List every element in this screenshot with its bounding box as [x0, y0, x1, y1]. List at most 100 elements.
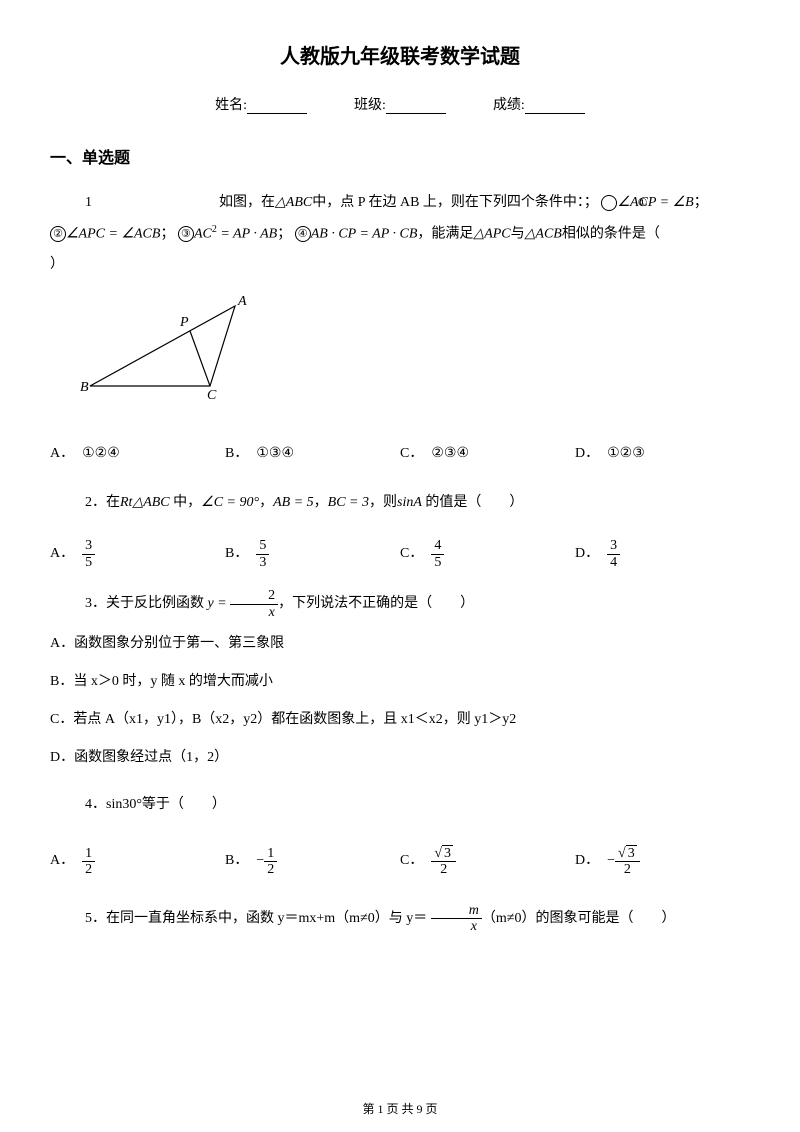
- q2-ab: AB = 5: [273, 495, 314, 510]
- q4-b-den: 2: [264, 862, 277, 877]
- q4-d-neg: −: [607, 846, 615, 877]
- q5-t2: （m≠0）的图象可能是（ ）: [482, 911, 676, 926]
- q4-b-neg: −: [256, 846, 264, 877]
- q1-triangle: △ABC: [275, 195, 312, 210]
- q2-c-num: 4: [431, 538, 444, 554]
- q2-angle: ∠C = 90°: [201, 495, 259, 510]
- question-1: 1 如图，在△ABC中，点 P 在边 AB 上，则在下列四个条件中：； ①∠AC…: [50, 188, 750, 470]
- q1-options: A． ①②④ B． ①③④ C． ②③④ D． ①②③: [50, 439, 750, 470]
- q3-num: 3: [85, 596, 92, 611]
- q5-t1: ．在同一直角坐标系中，函数 y＝mx+m（m≠0）与 y＝: [92, 911, 427, 926]
- q2-bc: BC = 3: [328, 495, 369, 510]
- question-4: 4．sin30°等于（ ） A．12 B．−12 C．32 D．−32: [50, 790, 750, 878]
- q1-opt-a: ①②④: [82, 439, 120, 470]
- info-row: 姓名: 班级: 成绩:: [50, 94, 750, 114]
- q2-sina: sinA: [397, 495, 422, 510]
- q3-opt-d: D．函数图象经过点（1，2）: [50, 744, 750, 772]
- class-blank: [386, 98, 446, 114]
- opt-d-label: D．: [575, 439, 599, 470]
- q3-fn: 2: [230, 588, 278, 604]
- q2-b-den: 3: [256, 555, 269, 570]
- q1-similar: 相似的条件是（: [562, 226, 660, 241]
- opt-b-label: B．: [225, 846, 248, 877]
- q4-d-den: 2: [621, 862, 634, 877]
- opt-c-label: C．: [400, 846, 423, 877]
- q4-text: ．sin30°等于（ ）: [92, 797, 226, 812]
- q2-c-den: 5: [431, 555, 444, 570]
- q5-fd: x: [433, 919, 480, 934]
- q1-cond1: ∠ACP = ∠B: [617, 195, 693, 210]
- circled-1: ①: [601, 195, 617, 211]
- q3-opt-c: C．若点 A（x1，y1），B（x2，y2）都在函数图象上，且 x1＜x2，则 …: [50, 706, 750, 734]
- svg-text:P: P: [179, 315, 189, 330]
- page-footer: 第 1 页 共 9 页: [0, 1100, 800, 1117]
- q1-cond3b: = AP · AB: [220, 226, 277, 241]
- q2-rt: Rt△ABC: [120, 495, 170, 510]
- q4-b-num: 1: [264, 846, 277, 862]
- section-title: 一、单选题: [50, 144, 750, 168]
- q1-cond2: ∠APC = ∠ACB: [66, 226, 160, 241]
- q2-a-num: 3: [82, 538, 95, 554]
- class-label: 班级:: [354, 98, 386, 113]
- circled-2: ②: [50, 226, 66, 242]
- q1-text: 如图，在: [219, 195, 275, 210]
- q3-fd: x: [231, 605, 278, 620]
- q5-fn: m: [431, 903, 482, 919]
- q2-options: A．35 B．53 C．45 D．34: [50, 538, 750, 570]
- q2-d-num: 3: [607, 538, 620, 554]
- q3-t2: ，下列说法不正确的是（ ）: [278, 596, 474, 611]
- circled-4: ④: [295, 226, 311, 242]
- q2-c2: ，: [314, 495, 328, 510]
- q2-t3: ，则: [369, 495, 397, 510]
- q1-mid: 中，点 P 在边 AB 上，则在下列四个条件中：；: [312, 195, 598, 210]
- triangle-diagram: A B C P: [80, 291, 270, 401]
- q2-t4: 的值是（ ）: [422, 495, 524, 510]
- q1-opt-b: ①③④: [256, 439, 294, 470]
- q3-t1: ．关于反比例函数: [92, 596, 204, 611]
- question-2: 2．在Rt△ABC 中，∠C = 90°，AB = 5，BC = 3，则sinA…: [50, 488, 750, 571]
- q1-end: ，能满足: [417, 226, 473, 241]
- q4-num: 4: [85, 797, 92, 812]
- q4-d-num: 3: [615, 846, 640, 862]
- q2-c1: ，: [259, 495, 273, 510]
- q1-cond4: AB · CP = AP · CB: [311, 226, 418, 241]
- opt-c-label: C．: [400, 439, 423, 470]
- q1-opt-c: ②③④: [431, 439, 469, 470]
- q2-t1: ．在: [92, 495, 120, 510]
- q4-c-den: 2: [437, 862, 450, 877]
- q2-b-num: 5: [256, 538, 269, 554]
- score-label: 成绩:: [493, 98, 525, 113]
- name-blank: [247, 98, 307, 114]
- svg-text:A: A: [237, 294, 247, 309]
- q4-a-den: 2: [82, 862, 95, 877]
- q1-apc: △APC: [473, 226, 510, 241]
- q4-a-num: 1: [82, 846, 95, 862]
- svg-text:C: C: [207, 388, 217, 401]
- score-blank: [525, 98, 585, 114]
- q1-num: 1: [85, 195, 92, 210]
- question-3: 3．关于反比例函数 y = 2x，下列说法不正确的是（ ） A．函数图象分别位于…: [50, 588, 750, 772]
- circled-3: ③: [178, 226, 194, 242]
- opt-d-label: D．: [575, 539, 599, 570]
- opt-d-label: D．: [575, 846, 599, 877]
- q1-opt-d: ①②③: [607, 439, 645, 470]
- q1-cond3a: AC: [194, 226, 212, 241]
- svg-text:B: B: [80, 380, 89, 395]
- page-title: 人教版九年级联考数学试题: [50, 40, 750, 69]
- q2-a-den: 5: [82, 555, 95, 570]
- q1-and: 与: [511, 226, 525, 241]
- q2-num: 2: [85, 495, 92, 510]
- opt-a-label: A．: [50, 439, 74, 470]
- opt-a-label: A．: [50, 539, 74, 570]
- q2-t2: 中，: [170, 495, 202, 510]
- opt-b-label: B．: [225, 539, 248, 570]
- q1-acb: △ACB: [525, 226, 562, 241]
- q2-d-den: 4: [607, 555, 620, 570]
- q1-close: ）: [50, 257, 64, 272]
- q3-yeq: y =: [208, 596, 227, 611]
- q3-opt-b: B．当 x＞0 时，y 随 x 的增大而减小: [50, 668, 750, 696]
- opt-b-label: B．: [225, 439, 248, 470]
- question-5: 5．在同一直角坐标系中，函数 y＝mx+m（m≠0）与 y＝ mx（m≠0）的图…: [50, 903, 750, 935]
- q4-options: A．12 B．−12 C．32 D．−32: [50, 846, 750, 878]
- name-label: 姓名:: [215, 98, 247, 113]
